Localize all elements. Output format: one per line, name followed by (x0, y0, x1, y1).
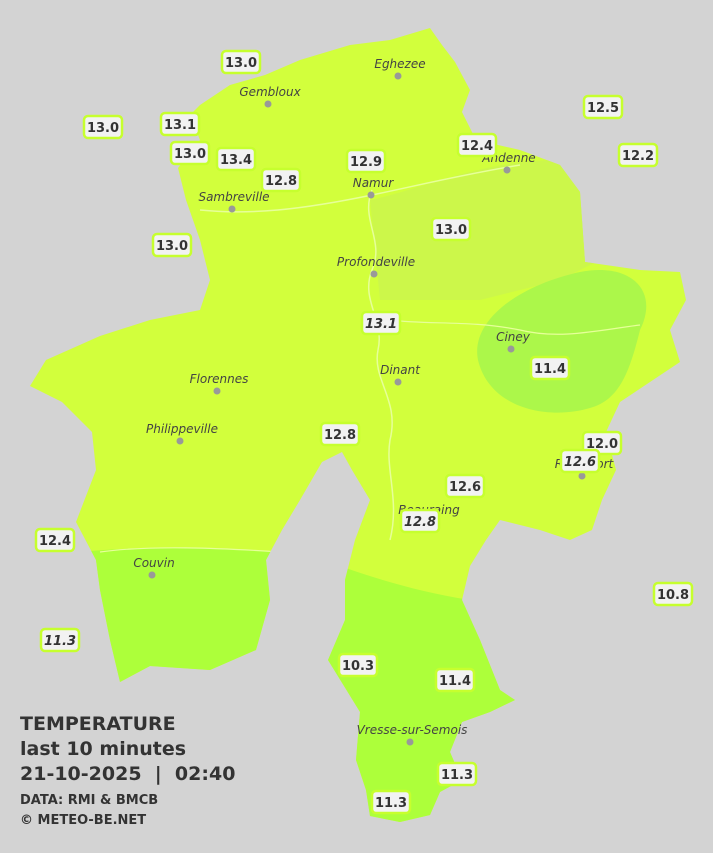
station-value: 12.8 (265, 174, 297, 189)
river-meuse (367, 189, 395, 541)
city-dot (406, 738, 414, 746)
city-dot (394, 72, 402, 80)
station-value: 11.3 (441, 768, 473, 783)
city-name: Vresse-sur-Semois (357, 723, 468, 737)
station-value: 12.8 (404, 515, 436, 530)
station-box (82, 114, 124, 140)
zone-couvin (80, 547, 290, 700)
station-value: 12.2 (622, 149, 654, 164)
station-value: 13.0 (156, 239, 188, 254)
station-box (220, 49, 262, 75)
station-value: 11.3 (44, 634, 76, 649)
zone-ciney (477, 269, 647, 413)
station-value: 13.0 (87, 121, 119, 136)
station-value: 11.3 (375, 796, 407, 811)
station-value: 13.4 (220, 153, 252, 168)
legend-timestamp: 21-10-2025 | 02:40 (20, 763, 235, 785)
city-dot (228, 205, 236, 213)
station-box (582, 94, 624, 120)
station-value: 12.4 (461, 139, 493, 154)
station-value: 13.0 (225, 56, 257, 71)
city-dot (507, 345, 515, 353)
city-name: Gembloux (239, 85, 301, 99)
city-name: Ciney (496, 330, 531, 344)
station-value: 12.5 (587, 101, 619, 116)
station-value: 12.0 (586, 437, 618, 452)
station-value: 12.8 (324, 428, 356, 443)
legend-source: DATA: RMI & BMCB (20, 793, 158, 808)
station-box (370, 789, 412, 815)
city-name: Profondeville (337, 255, 415, 269)
station-value: 13.1 (164, 118, 196, 133)
station-box (337, 652, 379, 678)
city-dot (367, 191, 375, 199)
cities: EghezeeGemblouxAndenneNamurSambrevillePr… (133, 57, 615, 746)
station-value: 11.4 (534, 362, 566, 377)
city-dot (264, 100, 272, 108)
station-value: 13.0 (174, 147, 206, 162)
city-dot (394, 378, 402, 386)
station-box (559, 448, 601, 474)
river-viroin (99, 547, 281, 553)
stations: 13.0 13.0 13.1 13.0 13.4 12.8 12.9 12.4 12.5 12.2… (34, 49, 694, 815)
station-box (434, 667, 476, 693)
station-box (360, 310, 402, 336)
station-box (319, 421, 361, 447)
station-value: 13.1 (365, 317, 397, 332)
city-dot (578, 472, 586, 480)
city-name: Philippeville (146, 422, 218, 436)
city-name: Florennes (190, 372, 249, 386)
river-lesse (389, 319, 641, 335)
station-box (529, 355, 571, 381)
station-value: 11.4 (439, 674, 471, 689)
station-value: 10.8 (657, 588, 689, 603)
city-name: Dinant (380, 363, 421, 377)
city-dot (176, 437, 184, 445)
city-name: Sambreville (198, 190, 269, 204)
station-value: 12.6 (449, 480, 481, 495)
station-value: 13.0 (435, 223, 467, 238)
station-box (34, 527, 76, 553)
station-box (617, 142, 659, 168)
legend-credit: © METEO-BE.NET (20, 813, 146, 828)
station-box (444, 473, 486, 499)
legend: TEMPERATURE last 10 minutes 21-10-2025 |… (20, 713, 235, 828)
station-box (652, 581, 694, 607)
city-name: Couvin (133, 556, 174, 570)
station-box (159, 111, 201, 137)
station-box (399, 508, 441, 534)
station-value: 12.9 (350, 155, 382, 170)
station-box (430, 216, 472, 242)
city-dot (370, 270, 378, 278)
station-box (345, 148, 387, 174)
zone-south (320, 566, 530, 822)
city-dot (213, 387, 221, 395)
station-box (456, 132, 498, 158)
station-box (151, 232, 193, 258)
station-value: 12.6 (564, 455, 596, 470)
station-value: 10.3 (342, 659, 374, 674)
city-name: Namur (353, 176, 395, 190)
zone-east (370, 160, 600, 300)
city-dot (148, 571, 156, 579)
station-value: 12.4 (39, 534, 71, 549)
station-box (260, 167, 302, 193)
legend-subtitle: last 10 minutes (20, 738, 186, 760)
legend-title: TEMPERATURE (20, 713, 176, 735)
station-box (581, 430, 623, 456)
station-box (169, 140, 211, 166)
station-box (39, 627, 81, 653)
city-dot (503, 166, 511, 174)
station-box (436, 761, 478, 787)
station-box (215, 146, 257, 172)
city-name: Eghezee (374, 57, 425, 71)
